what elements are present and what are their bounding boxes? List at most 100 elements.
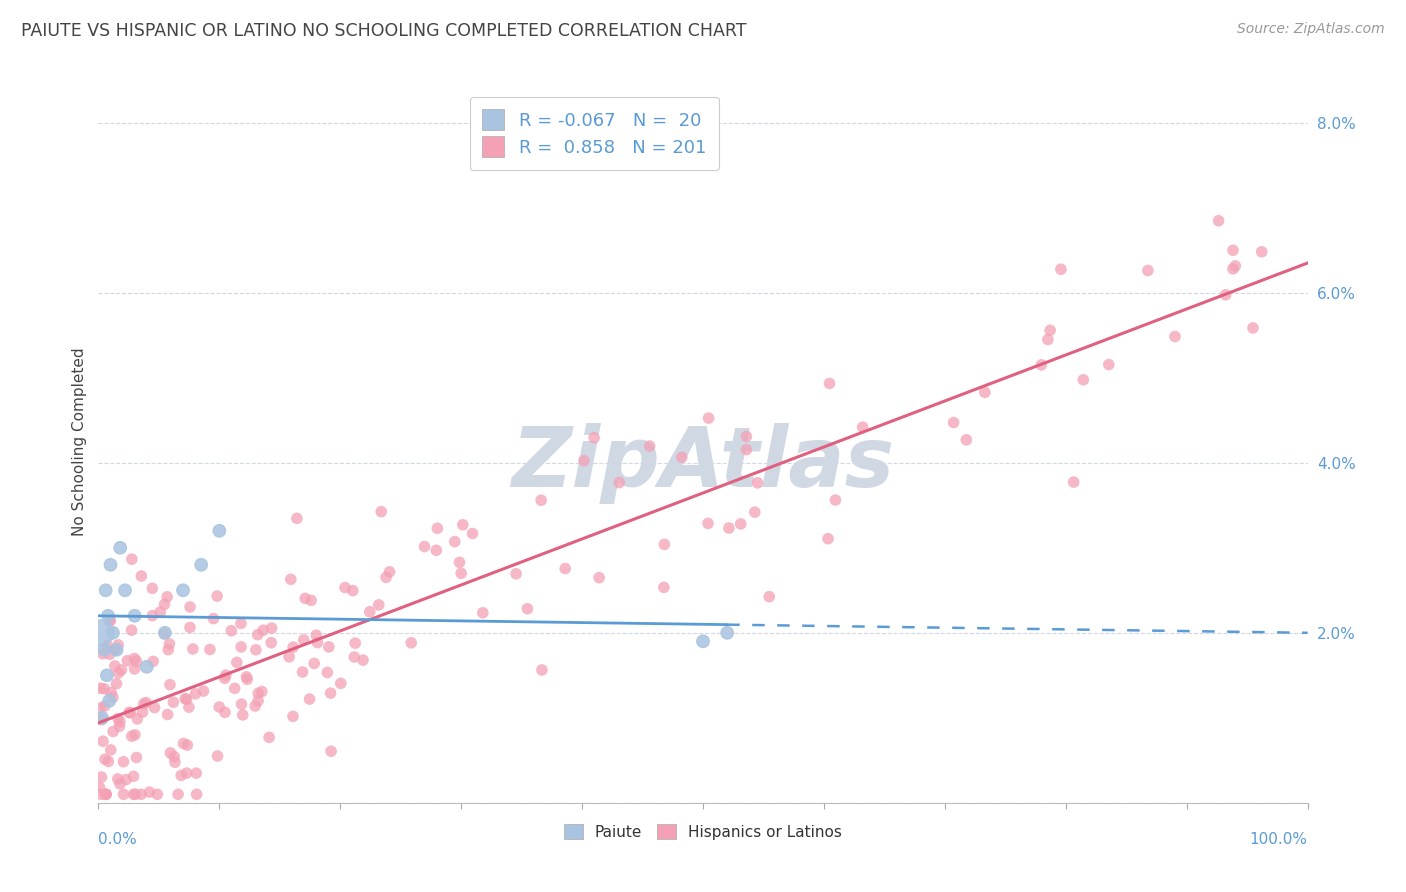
Point	[100, 558, 122, 572]
Point	[100, 685, 122, 699]
Point	[135, 696, 157, 710]
Point	[131, 705, 153, 719]
Point	[108, 714, 131, 729]
Point	[208, 700, 231, 714]
Point	[247, 686, 270, 700]
Point	[352, 653, 374, 667]
Point	[153, 627, 176, 641]
Point	[153, 598, 176, 612]
Text: 100.0%: 100.0%	[1250, 831, 1308, 847]
Point	[142, 654, 165, 668]
Point	[367, 598, 389, 612]
Point	[143, 700, 166, 714]
Point	[159, 678, 181, 692]
Point	[1136, 263, 1159, 277]
Point	[1063, 475, 1085, 489]
Point	[104, 642, 127, 657]
Point	[281, 709, 304, 723]
Point	[138, 785, 160, 799]
Point	[214, 671, 236, 685]
Point	[245, 642, 267, 657]
Point	[1073, 373, 1095, 387]
Point	[280, 572, 302, 586]
Point	[243, 698, 266, 713]
Point	[205, 589, 228, 603]
Point	[170, 768, 193, 782]
Point	[141, 608, 163, 623]
Point	[1225, 259, 1247, 273]
Point	[413, 540, 436, 554]
Text: ZipAtlas: ZipAtlas	[512, 423, 894, 504]
Point	[291, 665, 314, 679]
Point	[852, 420, 875, 434]
Point	[167, 787, 190, 801]
Point	[93, 642, 115, 657]
Point	[232, 707, 254, 722]
Point	[717, 521, 740, 535]
Point	[127, 712, 149, 726]
Point	[104, 659, 127, 673]
Point	[257, 731, 280, 745]
Text: 0.0%: 0.0%	[98, 831, 138, 847]
Point	[231, 697, 253, 711]
Point	[172, 583, 194, 598]
Point	[104, 642, 127, 657]
Point	[90, 625, 112, 640]
Point	[1222, 244, 1244, 258]
Point	[98, 694, 121, 708]
Point	[94, 787, 117, 801]
Point	[359, 605, 381, 619]
Point	[316, 665, 339, 680]
Point	[184, 687, 207, 701]
Point	[652, 580, 675, 594]
Point	[121, 623, 143, 637]
Point	[1222, 261, 1244, 276]
Point	[156, 707, 179, 722]
Point	[1164, 329, 1187, 343]
Point	[342, 583, 364, 598]
Point	[118, 706, 141, 720]
Point	[159, 637, 181, 651]
Point	[162, 695, 184, 709]
Point	[176, 738, 198, 752]
Point	[101, 724, 124, 739]
Point	[101, 690, 124, 705]
Point	[824, 493, 846, 508]
Point	[153, 625, 176, 640]
Point	[260, 636, 283, 650]
Point	[449, 555, 471, 569]
Point	[112, 787, 135, 801]
Point	[157, 642, 180, 657]
Point	[91, 647, 114, 661]
Point	[607, 475, 630, 490]
Point	[1215, 288, 1237, 302]
Point	[955, 433, 977, 447]
Point	[100, 743, 122, 757]
Point	[554, 561, 576, 575]
Point	[94, 787, 117, 801]
Point	[370, 505, 392, 519]
Point	[318, 640, 340, 654]
Y-axis label: No Schooling Completed: No Schooling Completed	[72, 347, 87, 536]
Point	[94, 583, 117, 598]
Point	[124, 787, 146, 801]
Point	[1031, 358, 1053, 372]
Point	[110, 663, 132, 677]
Point	[207, 749, 229, 764]
Point	[129, 787, 152, 801]
Point	[120, 706, 142, 720]
Point	[174, 691, 197, 706]
Point	[125, 750, 148, 764]
Point	[246, 628, 269, 642]
Point	[90, 787, 112, 801]
Point	[294, 591, 316, 606]
Point	[215, 668, 238, 682]
Point	[229, 616, 252, 631]
Point	[221, 624, 243, 638]
Point	[299, 593, 322, 607]
Point	[1039, 323, 1062, 337]
Point	[179, 599, 201, 614]
Point	[730, 516, 752, 531]
Point	[177, 700, 200, 714]
Point	[94, 752, 117, 766]
